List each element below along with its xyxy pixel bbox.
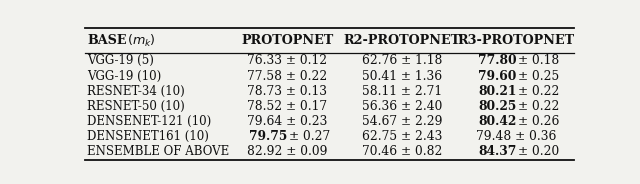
Text: 82.92 ± 0.09: 82.92 ± 0.09: [247, 145, 327, 158]
Text: 58.11 ± 2.71: 58.11 ± 2.71: [362, 85, 442, 98]
Text: 80.25: 80.25: [478, 100, 516, 113]
Text: 70.46 ± 0.82: 70.46 ± 0.82: [362, 145, 443, 158]
Text: 77.80: 77.80: [478, 54, 516, 67]
Text: R3-PROTOPNET: R3-PROTOPNET: [458, 34, 575, 47]
Text: $(m_k)$: $(m_k)$: [123, 32, 156, 49]
Text: RESNET-50 (10): RESNET-50 (10): [88, 100, 185, 113]
Text: VGG-19 (5): VGG-19 (5): [88, 54, 154, 67]
Text: 79.64 ± 0.23: 79.64 ± 0.23: [247, 115, 327, 128]
Text: RESNET-34 (10): RESNET-34 (10): [88, 85, 185, 98]
Text: ± 0.20: ± 0.20: [518, 145, 559, 158]
Text: ± 0.22: ± 0.22: [518, 100, 559, 113]
Text: DENSENET161 (10): DENSENET161 (10): [88, 130, 209, 143]
Text: ± 0.25: ± 0.25: [518, 70, 559, 82]
Text: ENSEMBLE OF ABOVE: ENSEMBLE OF ABOVE: [88, 145, 230, 158]
Text: R2-PROTOPNET: R2-PROTOPNET: [344, 34, 461, 47]
Text: PROTOPNET: PROTOPNET: [241, 34, 333, 47]
Text: 56.36 ± 2.40: 56.36 ± 2.40: [362, 100, 443, 113]
Text: ± 0.22: ± 0.22: [518, 85, 559, 98]
Text: 77.58 ± 0.22: 77.58 ± 0.22: [247, 70, 327, 82]
Text: 79.60: 79.60: [478, 70, 516, 82]
Text: ± 0.26: ± 0.26: [518, 115, 559, 128]
Text: 79.48 ± 0.36: 79.48 ± 0.36: [476, 130, 557, 143]
Text: 79.75: 79.75: [249, 130, 287, 143]
Text: 80.21: 80.21: [478, 85, 516, 98]
Text: 62.75 ± 2.43: 62.75 ± 2.43: [362, 130, 443, 143]
Text: 84.37: 84.37: [478, 145, 516, 158]
Text: 80.42: 80.42: [478, 115, 516, 128]
Text: BASE: BASE: [88, 34, 127, 47]
Text: 50.41 ± 1.36: 50.41 ± 1.36: [362, 70, 442, 82]
Text: ± 0.27: ± 0.27: [289, 130, 330, 143]
Text: DENSENET-121 (10): DENSENET-121 (10): [88, 115, 212, 128]
Text: 62.76 ± 1.18: 62.76 ± 1.18: [362, 54, 443, 67]
Text: ± 0.18: ± 0.18: [518, 54, 559, 67]
Text: VGG-19 (10): VGG-19 (10): [88, 70, 162, 82]
Text: 78.73 ± 0.13: 78.73 ± 0.13: [247, 85, 327, 98]
Text: 76.33 ± 0.12: 76.33 ± 0.12: [247, 54, 327, 67]
Text: 54.67 ± 2.29: 54.67 ± 2.29: [362, 115, 443, 128]
Text: 78.52 ± 0.17: 78.52 ± 0.17: [247, 100, 327, 113]
